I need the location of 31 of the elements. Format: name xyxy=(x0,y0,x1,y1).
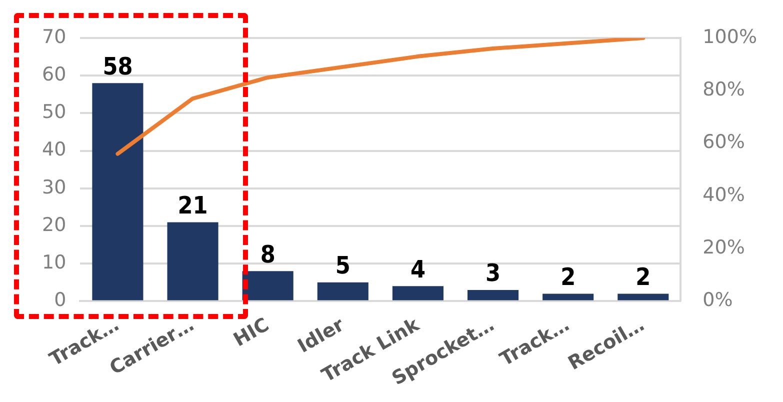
y2-tick-label: 0% xyxy=(702,289,733,312)
y2-tick-label: 80% xyxy=(702,78,745,101)
bar xyxy=(392,286,444,300)
bar xyxy=(92,83,144,300)
data-label: 58 xyxy=(102,52,133,80)
y2-tick-label: 60% xyxy=(702,131,745,154)
bar xyxy=(542,294,594,300)
data-label: 3 xyxy=(486,259,501,288)
y2-tick-label: 20% xyxy=(702,236,745,259)
x-tick-label: HIC xyxy=(230,314,273,352)
y-tick-label: 30 xyxy=(42,176,66,198)
y-tick-label: 40 xyxy=(42,138,66,161)
data-label: 4 xyxy=(410,255,426,284)
y2-tick-label: 100% xyxy=(702,26,758,48)
data-label: 8 xyxy=(260,240,276,268)
y-tick-label: 70 xyxy=(42,26,66,48)
bar xyxy=(618,294,669,300)
data-label: 5 xyxy=(335,252,350,280)
y-tick-label: 10 xyxy=(42,252,66,274)
y-tick-label: 60 xyxy=(42,64,66,86)
y-tick-label: 0 xyxy=(54,289,66,312)
bar xyxy=(242,271,294,300)
y2-tick-label: 40% xyxy=(702,184,745,206)
y-tick-label: 20 xyxy=(42,214,66,236)
y-tick-label: 50 xyxy=(42,101,66,124)
data-label: 21 xyxy=(178,191,208,220)
bar xyxy=(468,290,519,300)
bar xyxy=(317,282,368,300)
data-label: 2 xyxy=(560,262,576,291)
data-label: 2 xyxy=(636,262,651,291)
bar xyxy=(167,222,218,300)
